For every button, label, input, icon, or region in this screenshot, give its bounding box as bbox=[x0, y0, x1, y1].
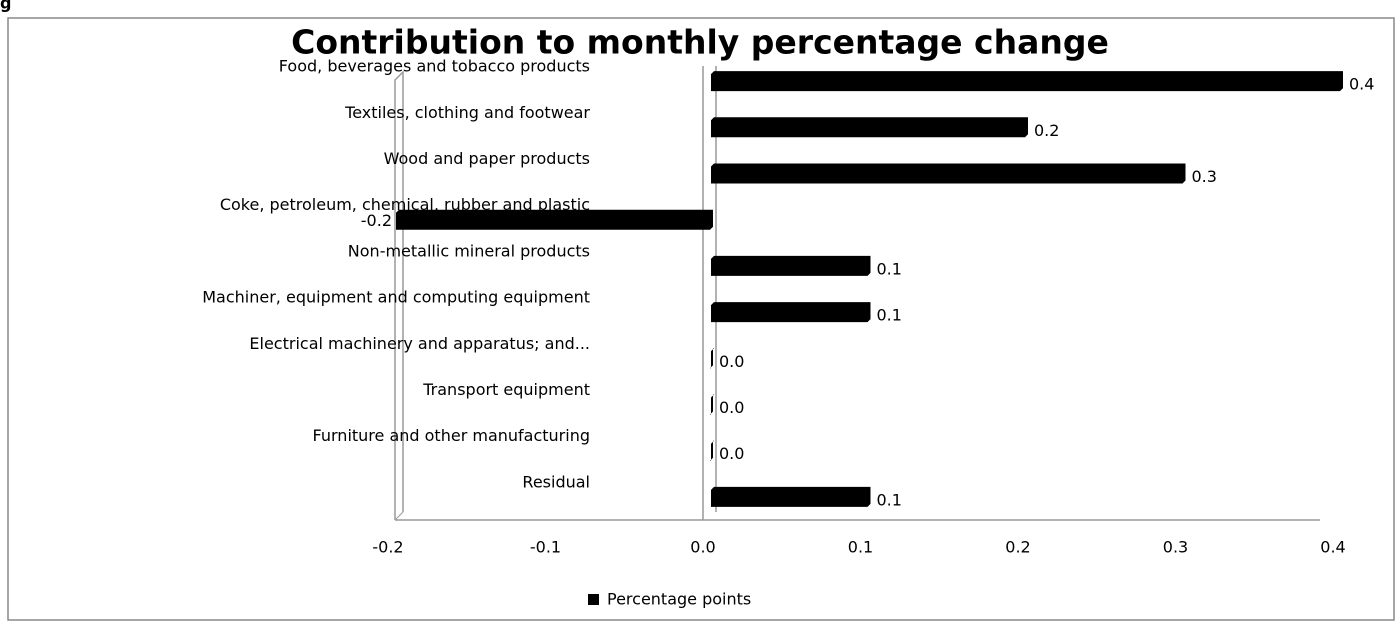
data-label: 0.4 bbox=[1349, 75, 1374, 94]
x-tick-label: -0.2 bbox=[372, 538, 403, 557]
bar bbox=[711, 255, 871, 276]
chart-border bbox=[7, 17, 1395, 621]
x-tick-label: 0.0 bbox=[690, 538, 715, 557]
y-tick-label: Machiner, equipment and computing equipm… bbox=[202, 288, 590, 307]
y-tick-label: Wood and paper products bbox=[384, 149, 590, 168]
bar bbox=[711, 163, 1186, 184]
x-tick-label: 0.2 bbox=[1005, 538, 1030, 557]
y-tick-label: Coke, petroleum, chemical, rubber and pl… bbox=[220, 195, 590, 214]
bar bbox=[711, 71, 1343, 92]
bar bbox=[710, 348, 714, 369]
bar bbox=[711, 486, 871, 507]
bar bbox=[710, 394, 714, 415]
bar bbox=[711, 117, 1028, 138]
y-tick-label: Transport equipment bbox=[422, 380, 590, 399]
data-label: 0.1 bbox=[877, 490, 902, 509]
x-tick-label: 0.4 bbox=[1320, 538, 1345, 557]
data-label: 0.1 bbox=[877, 259, 902, 278]
data-label: 0.0 bbox=[719, 444, 744, 463]
data-label: 0.1 bbox=[877, 306, 902, 325]
y-tick-label: Residual bbox=[522, 472, 590, 491]
side-wall bbox=[394, 70, 404, 520]
data-label: 0.3 bbox=[1192, 167, 1217, 186]
y-tick-label: Non-metallic mineral products bbox=[348, 241, 590, 260]
legend-swatch bbox=[588, 594, 599, 605]
legend-label: Percentage points bbox=[607, 590, 751, 609]
data-label: 0.0 bbox=[719, 352, 744, 371]
data-label: -0.2 bbox=[361, 211, 392, 230]
bar bbox=[710, 440, 714, 461]
x-tick-label: 0.3 bbox=[1163, 538, 1188, 557]
y-tick-label: Electrical machinery and apparatus; and.… bbox=[249, 334, 590, 353]
bar bbox=[396, 209, 713, 230]
data-label: 0.2 bbox=[1034, 121, 1059, 140]
y-tick-label: Food, beverages and tobacco products bbox=[279, 57, 590, 76]
bar bbox=[711, 302, 871, 323]
chart-title: Contribution to monthly percentage chang… bbox=[291, 23, 1109, 62]
x-tick-label: -0.1 bbox=[530, 538, 561, 557]
floor-edge bbox=[394, 511, 404, 521]
y-tick-label: Textiles, clothing and footwear bbox=[344, 103, 590, 122]
y-tick-label: Furniture and other manufacturing bbox=[313, 426, 590, 445]
caption: g bbox=[0, 0, 11, 13]
x-tick-label: 0.1 bbox=[848, 538, 873, 557]
data-label: 0.0 bbox=[719, 398, 744, 417]
